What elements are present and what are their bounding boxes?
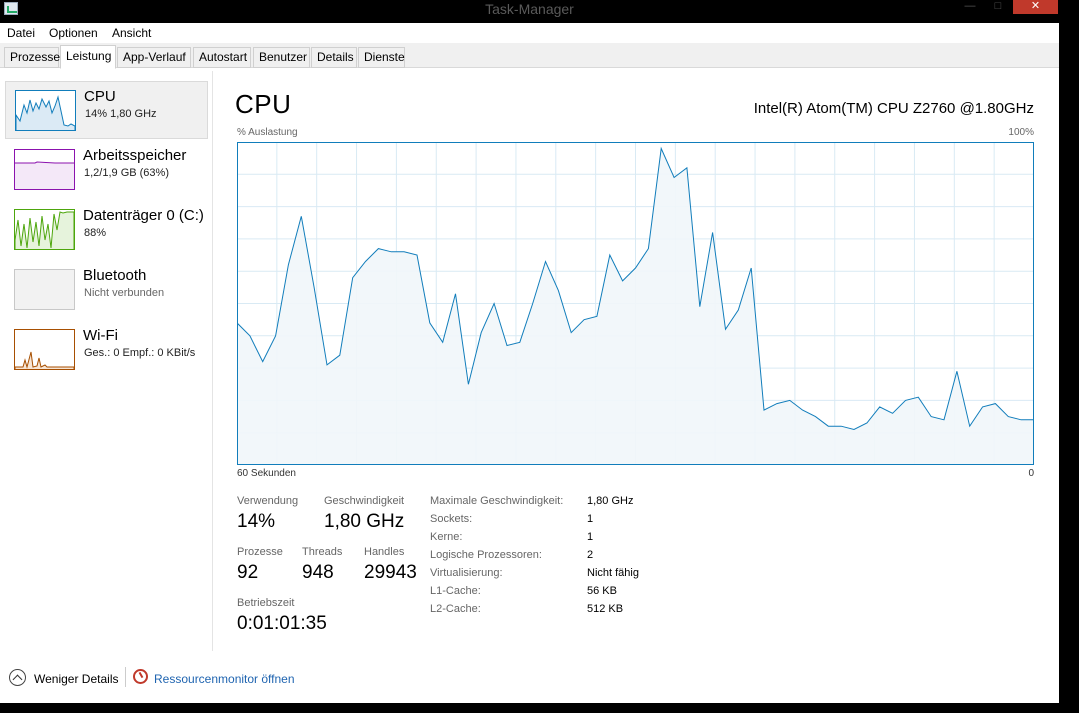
cpu-usage-line [237,146,1034,431]
sidebar-item-title: Bluetooth [83,267,147,284]
close-button[interactable]: ✕ [1013,0,1058,14]
processes-value: 92 [237,562,259,583]
spec-label: L2-Cache: [430,603,481,615]
desktop-edge [1059,0,1079,713]
handles-value: 29943 [364,562,417,583]
chevron-up-icon[interactable] [9,669,26,686]
uptime-label: Betriebszeit [237,597,295,609]
usage-value: 14% [237,511,276,532]
spec-value: 512 KB [587,603,624,615]
tab-dienste[interactable]: Dienste [358,47,405,68]
spec-label: Maximale Geschwindigkeit: [430,495,564,507]
fewer-details-button[interactable]: Weniger Details [34,672,119,686]
disk-thumbnail-graph [14,209,75,250]
sidebar-item-bluetooth[interactable]: Bluetooth Nicht verbunden [5,261,208,319]
sidebar-item-subtitle: Ges.: 0 Empf.: 0 KBit/s [84,347,196,359]
sidebar-item-title: Arbeitsspeicher [83,147,187,164]
spec-label: Virtualisierung: [430,567,503,579]
menu-optionen[interactable]: Optionen [49,26,98,40]
task-manager-window: Datei Optionen Ansicht Prozesse Leistung… [0,23,1059,703]
spec-value: 1,80 GHz [587,495,634,507]
handles-label: Handles [364,546,405,558]
task-manager-icon[interactable] [4,2,18,15]
footer: Weniger Details Ressourcenmonitor öffnen [0,663,1059,703]
tab-bar: Prozesse Leistung App-Verlauf Autostart … [0,43,1059,69]
sidebar-item-arbeitsspeicher[interactable]: Arbeitsspeicher 1,2/1,9 GB (63%) [5,141,208,199]
spec-label: Sockets: [430,513,473,525]
y-axis-max-label: 100% [1008,127,1034,138]
sidebar-item-title: CPU [84,88,116,105]
window-title: Task-Manager [485,1,574,17]
page-title: CPU [235,89,292,119]
spec-label: Kerne: [430,531,463,543]
speed-value: 1,80 GHz [324,511,405,532]
sidebar-item-cpu[interactable]: CPU 14% 1,80 GHz [5,81,208,139]
spec-value: 1 [587,513,594,525]
spec-value: 56 KB [587,585,617,597]
sidebar-item-subtitle: 88% [84,227,107,239]
graph-border [237,142,1034,465]
tab-leistung[interactable]: Leistung [60,45,116,69]
cpu-utilization-graph [237,142,1034,465]
footer-divider [125,667,126,687]
menu-datei[interactable]: Datei [7,26,36,40]
threads-label: Threads [302,546,343,558]
minimize-button[interactable]: — [964,0,976,12]
tab-benutzer[interactable]: Benutzer [253,47,310,68]
sidebar-item-subtitle: 14% 1,80 GHz [85,108,157,120]
processes-label: Prozesse [237,546,283,558]
sidebar-item-subtitle: 1,2/1,9 GB (63%) [84,167,169,179]
sidebar-item-subtitle: Nicht verbunden [84,287,165,299]
resource-monitor-icon[interactable] [133,669,148,684]
resource-monitor-link[interactable]: Ressourcenmonitor öffnen [154,672,295,686]
spec-value: 1 [587,531,594,543]
spec-value: 2 [587,549,594,561]
usage-label: Verwendung [237,495,299,507]
x-axis-start-label: 60 Sekunden [237,468,296,479]
threads-value: 948 [302,562,334,583]
cpu-usage-area [237,148,1034,465]
maximize-button[interactable]: □ [994,0,1002,12]
uptime-value: 0:01:01:35 [237,613,327,634]
menu-ansicht[interactable]: Ansicht [112,26,152,40]
sidebar-item-datentraeger[interactable]: Datenträger 0 (C:) 88% [5,201,208,259]
title-bar: Task-Manager — □ ✕ [0,0,1059,23]
tab-app-verlauf[interactable]: App-Verlauf [117,47,191,68]
wifi-thumbnail-graph [14,329,75,370]
y-axis-label: % Auslastung [237,127,298,138]
tab-prozesse[interactable]: Prozesse [4,47,60,68]
spec-value: Nicht fähig [587,567,639,579]
cpu-model-name: Intel(R) Atom(TM) CPU Z2760 @1.80GHz [753,100,1034,117]
tab-autostart[interactable]: Autostart [193,47,251,68]
x-axis-end-label: 0 [1028,468,1034,479]
menu-bar: Datei Optionen Ansicht [0,23,1059,43]
memory-thumbnail-graph [14,149,75,190]
spec-label: Logische Prozessoren: [430,549,542,561]
cpu-thumbnail-graph [15,90,76,131]
sidebar-item-title: Wi-Fi [83,327,118,344]
sidebar-divider [212,71,213,651]
sidebar-item-wifi[interactable]: Wi-Fi Ges.: 0 Empf.: 0 KBit/s [5,321,208,379]
cpu-detail-panel: CPU Intel(R) Atom(TM) CPU Z2760 @1.80GHz… [213,69,1059,649]
resource-sidebar: CPU 14% 1,80 GHz Arbeitsspeicher 1,2/1,9… [0,69,212,649]
spec-label: L1-Cache: [430,585,481,597]
speed-label: Geschwindigkeit [324,495,405,507]
bluetooth-thumbnail-graph [14,269,75,310]
tab-details[interactable]: Details [311,47,357,68]
sidebar-item-title: Datenträger 0 (C:) [83,207,204,224]
